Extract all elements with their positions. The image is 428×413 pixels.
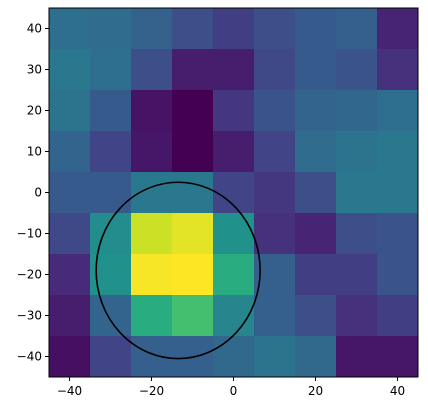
heatmap-cell bbox=[90, 172, 132, 214]
ellipse-outline bbox=[95, 181, 261, 360]
heatmap-cell bbox=[336, 90, 378, 132]
heatmap-cell bbox=[49, 213, 91, 255]
heatmap-cell bbox=[295, 254, 337, 296]
heatmap-cell bbox=[131, 336, 173, 378]
x-tick-label: −20 bbox=[139, 384, 164, 398]
heatmap-cells bbox=[49, 8, 419, 378]
heatmap-cell bbox=[213, 213, 255, 255]
y-tick-label: −20 bbox=[17, 268, 42, 282]
heatmap-cell bbox=[295, 336, 337, 378]
heatmap-cell bbox=[172, 254, 214, 296]
heatmap-cell bbox=[49, 131, 91, 173]
heatmap-cell bbox=[254, 49, 296, 91]
y-tick-label: 10 bbox=[27, 145, 42, 159]
heatmap-cell bbox=[254, 172, 296, 214]
heatmap-cell bbox=[336, 8, 378, 50]
heatmap-cell bbox=[49, 49, 91, 91]
heatmap-cell bbox=[49, 295, 91, 337]
heatmap-cell bbox=[131, 295, 173, 337]
y-tick-label: 30 bbox=[27, 63, 42, 77]
heatmap-cell bbox=[213, 172, 255, 214]
heatmap-cell bbox=[213, 254, 255, 296]
heatmap-cell bbox=[377, 131, 419, 173]
x-axis-ticks: −40 −20 0 20 40 bbox=[57, 377, 405, 398]
heatmap-cell bbox=[90, 8, 132, 50]
heatmap-cell bbox=[213, 49, 255, 91]
heatmap-cell bbox=[213, 90, 255, 132]
heatmap-cell bbox=[254, 213, 296, 255]
heatmap-cell bbox=[172, 172, 214, 214]
heatmap-cell bbox=[377, 172, 419, 214]
heatmap-cell bbox=[49, 336, 91, 378]
heatmap-cell bbox=[377, 336, 419, 378]
heatmap-cell bbox=[336, 131, 378, 173]
heatmap-cell bbox=[254, 131, 296, 173]
heatmap-cell bbox=[90, 295, 132, 337]
x-tick-label: 20 bbox=[308, 384, 323, 398]
heatmap-cell bbox=[295, 49, 337, 91]
y-axis-ticks: 40 30 20 10 0 −10 −20 −30 −40 bbox=[17, 22, 49, 364]
y-tick-label: 40 bbox=[27, 22, 42, 36]
y-tick-label: −40 bbox=[17, 350, 42, 364]
ellipse-overlay bbox=[95, 181, 261, 360]
heatmap-cell bbox=[295, 295, 337, 337]
heatmap-cell bbox=[131, 8, 173, 50]
heatmap-cell bbox=[254, 254, 296, 296]
y-tick-label: 0 bbox=[34, 186, 42, 200]
heatmap-cell bbox=[295, 131, 337, 173]
heatmap-cell bbox=[131, 172, 173, 214]
heatmap-cell bbox=[131, 131, 173, 173]
heatmap-cell bbox=[172, 295, 214, 337]
heatmap-cell bbox=[377, 90, 419, 132]
heatmap-cell bbox=[131, 213, 173, 255]
heatmap-cell bbox=[336, 295, 378, 337]
y-tick-label: 20 bbox=[27, 104, 42, 118]
heatmap-cell bbox=[377, 295, 419, 337]
heatmap-cell bbox=[131, 90, 173, 132]
heatmap-cell bbox=[295, 90, 337, 132]
heatmap-cell bbox=[336, 254, 378, 296]
x-tick-label: 40 bbox=[390, 384, 405, 398]
heatmap-cell bbox=[213, 8, 255, 50]
heatmap-cell bbox=[131, 49, 173, 91]
heatmap-cell bbox=[49, 172, 91, 214]
heatmap-cell bbox=[254, 336, 296, 378]
heatmap-cell bbox=[377, 49, 419, 91]
heatmap-cell bbox=[213, 131, 255, 173]
heatmap-cell bbox=[90, 131, 132, 173]
heatmap-cell bbox=[90, 90, 132, 132]
heatmap-cell bbox=[254, 90, 296, 132]
heatmap-cell bbox=[336, 336, 378, 378]
heatmap-cell bbox=[377, 254, 419, 296]
heatmap-cell bbox=[336, 49, 378, 91]
heatmap-cell bbox=[49, 8, 91, 50]
heatmap-cell bbox=[49, 90, 91, 132]
heatmap-cell bbox=[172, 90, 214, 132]
heatmap-cell bbox=[131, 254, 173, 296]
heatmap-cell bbox=[377, 8, 419, 50]
x-tick-label: −40 bbox=[57, 384, 82, 398]
heatmap-cell bbox=[213, 336, 255, 378]
heatmap-cell bbox=[172, 8, 214, 50]
heatmap-cell bbox=[377, 213, 419, 255]
heatmap-cell bbox=[254, 8, 296, 50]
heatmap-cell bbox=[90, 336, 132, 378]
heatmap-cell bbox=[295, 213, 337, 255]
heatmap-cell bbox=[254, 295, 296, 337]
heatmap-cell bbox=[336, 213, 378, 255]
y-tick-label: −30 bbox=[17, 309, 42, 323]
heatmap-cell bbox=[336, 172, 378, 214]
heatmap-cell bbox=[172, 49, 214, 91]
heatmap-cell bbox=[172, 131, 214, 173]
heatmap-cell bbox=[172, 213, 214, 255]
y-tick-label: −10 bbox=[17, 227, 42, 241]
heatmap-cell bbox=[295, 8, 337, 50]
heatmap-cell bbox=[49, 254, 91, 296]
x-tick-label: 0 bbox=[230, 384, 238, 398]
heatmap-cell bbox=[90, 49, 132, 91]
heatmap-cell bbox=[295, 172, 337, 214]
